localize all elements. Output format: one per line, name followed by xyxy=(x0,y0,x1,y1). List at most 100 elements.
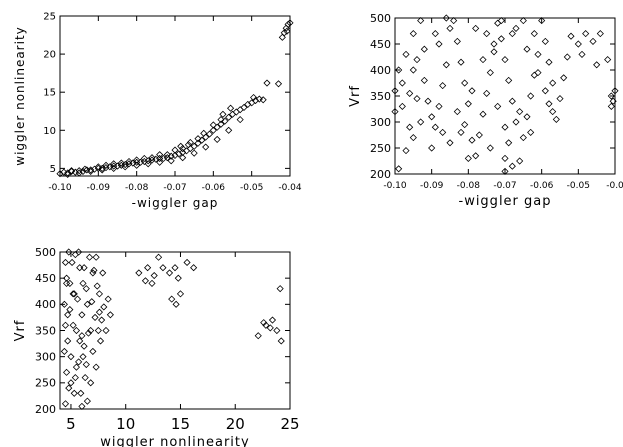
data-point xyxy=(198,136,206,144)
data-point xyxy=(260,319,268,327)
data-point xyxy=(398,102,406,110)
data-point xyxy=(472,24,480,32)
data-point xyxy=(61,400,70,408)
y-tick-label: 500 xyxy=(370,12,391,25)
data-point xyxy=(501,123,509,131)
data-point xyxy=(67,379,75,387)
data-point xyxy=(277,337,285,345)
data-point xyxy=(125,157,133,166)
data-point xyxy=(71,251,79,259)
data-point xyxy=(190,149,198,157)
data-point xyxy=(65,248,73,256)
data-point xyxy=(475,131,483,139)
data-point xyxy=(607,102,615,110)
data-point xyxy=(179,148,187,156)
data-point xyxy=(464,154,472,162)
y-tick-label: 400 xyxy=(370,64,391,77)
data-point xyxy=(60,347,68,355)
x-axis-label: -wiggler gap xyxy=(459,194,552,209)
data-point xyxy=(159,154,168,163)
data-point xyxy=(461,121,469,129)
data-point xyxy=(217,116,225,124)
data-point xyxy=(450,17,458,25)
data-point xyxy=(549,108,557,116)
data-point xyxy=(519,134,527,142)
y-axis-label: Vrf xyxy=(13,320,28,342)
data-point xyxy=(100,303,108,311)
data-point xyxy=(468,136,476,144)
data-point xyxy=(505,139,513,147)
x-tick-label: 20 xyxy=(226,415,245,433)
data-point xyxy=(486,144,494,152)
data-point xyxy=(56,170,64,178)
data-point xyxy=(266,324,274,332)
data-point xyxy=(69,290,77,298)
data-point xyxy=(611,87,619,95)
data-point xyxy=(225,126,233,134)
data-point xyxy=(424,97,432,105)
data-point xyxy=(106,163,114,171)
data-point xyxy=(91,313,99,321)
data-point xyxy=(236,106,244,114)
data-point xyxy=(402,147,410,155)
data-point xyxy=(90,266,98,274)
data-point xyxy=(490,40,498,48)
data-point xyxy=(221,117,229,125)
data-point xyxy=(194,139,202,147)
y-tick-label: 200 xyxy=(35,403,56,416)
data-point xyxy=(63,279,71,287)
y-tick-label: 250 xyxy=(370,142,391,155)
data-point xyxy=(186,145,194,153)
x-tick-label: 5 xyxy=(66,415,76,433)
data-point xyxy=(98,316,106,324)
data-point xyxy=(77,389,85,397)
data-point xyxy=(110,164,118,172)
data-point xyxy=(589,37,597,45)
data-point xyxy=(560,74,568,82)
x-tick-label: -0.08 xyxy=(125,183,149,193)
data-point xyxy=(483,89,491,97)
data-point xyxy=(409,30,417,38)
data-point xyxy=(67,167,76,175)
y-tick-label: 10 xyxy=(43,126,56,137)
data-point xyxy=(501,56,509,64)
data-point xyxy=(578,50,586,58)
data-point xyxy=(244,100,252,108)
y-tick-label: 5 xyxy=(50,164,56,175)
data-point xyxy=(398,79,406,87)
data-point xyxy=(98,166,106,174)
x-tick-label: -0.08 xyxy=(457,181,481,191)
data-point xyxy=(505,76,513,84)
data-point xyxy=(183,258,191,267)
data-point xyxy=(549,79,557,87)
x-tick-label: -0.05 xyxy=(240,183,263,193)
scatter-plot-vrf-vs-gap: -0.10 -0.09 -0.08 -0.07 -0.06 -0.05 -0.0 200 250… xyxy=(348,12,623,209)
data-point xyxy=(417,118,425,126)
data-point xyxy=(259,96,267,104)
data-point xyxy=(402,50,410,58)
data-point xyxy=(83,397,91,405)
data-point xyxy=(175,150,183,158)
data-point xyxy=(274,80,283,88)
data-point xyxy=(439,128,447,136)
data-point xyxy=(92,363,100,371)
data-point xyxy=(67,353,75,361)
x-tick-label: 15 xyxy=(171,415,190,433)
data-point xyxy=(60,168,68,176)
data-point xyxy=(133,156,141,164)
y-tick-label: 15 xyxy=(43,88,56,99)
data-point xyxy=(87,166,95,174)
data-point xyxy=(217,120,225,128)
data-point xyxy=(263,79,271,87)
data-point xyxy=(516,108,524,116)
data-point xyxy=(72,363,80,371)
data-point xyxy=(163,151,171,159)
data-point xyxy=(72,326,80,335)
x-axis-label: wiggler nonlinearity xyxy=(100,435,249,447)
data-point xyxy=(64,337,72,345)
data-point xyxy=(240,103,248,111)
y-tick-label: 20 xyxy=(43,50,56,61)
data-point xyxy=(523,113,531,121)
data-point xyxy=(110,160,118,168)
data-point xyxy=(545,100,553,108)
